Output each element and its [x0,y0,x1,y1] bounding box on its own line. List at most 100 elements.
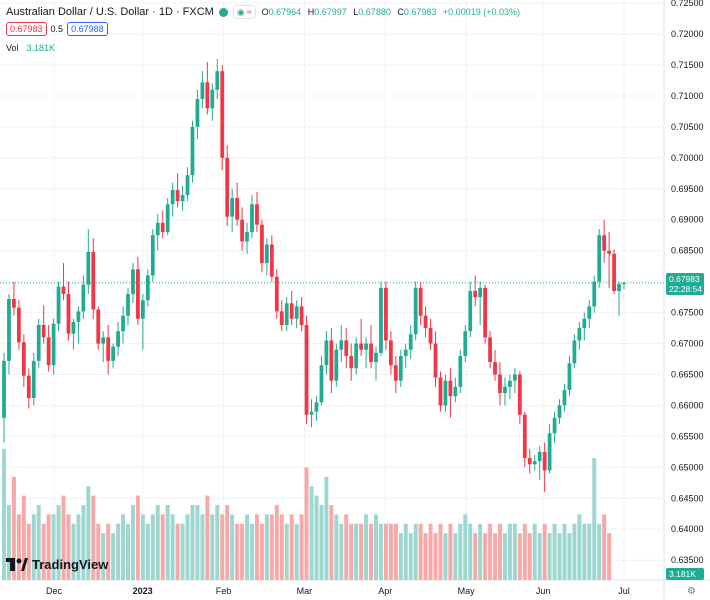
volume-bar [41,523,46,580]
volume-bar [314,495,319,580]
sell-button[interactable]: 0.67983 [6,22,47,36]
volume-bar [16,514,21,580]
volume-bar [254,514,259,580]
candle-body [175,190,180,202]
price-tick-label: 0.65000 [671,462,704,472]
visibility-toggle[interactable]: ◉ ≈ [232,5,256,19]
volume-bar [428,523,433,580]
candle-body [16,307,21,343]
candle-body [612,253,616,291]
price-tick-label: 0.70000 [671,153,704,163]
volume-bar [165,505,170,580]
candle-body [498,374,502,394]
volume-bar [532,523,537,580]
volume-bar [205,495,210,580]
candle-body [140,300,145,319]
time-tick-label: Dec [46,586,63,596]
volume-bar [71,523,76,580]
candle-body [393,365,398,381]
volume-bar [259,523,264,580]
volume-bar [507,523,512,580]
candle-body [398,355,403,381]
candle-body [170,190,175,205]
volume-bar [61,495,66,580]
price-tick-label: 0.67500 [671,308,704,318]
volume-bar [517,533,522,580]
price-tick-label: 0.68500 [671,246,704,256]
volume-bar [329,505,334,580]
candle-body [81,284,86,312]
volume-bar [433,533,438,580]
volume-bar [443,533,448,580]
candle-body [473,290,478,298]
volume-bar [468,523,473,580]
candle-body [230,198,235,217]
volume-bar [230,514,235,580]
volume-legend: Vol 3.181K [6,43,55,53]
symbol-title[interactable]: Australian Dollar / U.S. Dollar · 1D · F… [6,6,214,18]
symbol-header: Australian Dollar / U.S. Dollar · 1D · F… [6,4,524,20]
candle-body [260,224,264,264]
candle-body [379,287,383,353]
volume-bar [289,514,294,580]
candle-body [240,219,244,242]
time-tick-label: Mar [297,586,313,596]
volume-bar [542,523,547,580]
volume-bar [135,495,140,580]
buy-button[interactable]: 0.67988 [67,22,108,36]
candle-body [597,235,602,282]
candle-body [106,337,111,361]
volume-bar [334,514,339,580]
time-tick-label: Jun [536,586,551,596]
candle-body [200,82,205,100]
candle-body [116,331,120,347]
settings-icon[interactable]: ⚙ [687,586,696,597]
volume-bar [185,514,190,580]
candle-body [190,126,195,176]
candle-body [403,349,408,356]
price-tick-label: 0.64500 [671,493,704,503]
volume-bar [388,523,393,580]
tradingview-logo[interactable]: TradingView [6,557,108,572]
volume-bar [245,514,250,580]
candle-body [279,311,284,325]
volume-bar [130,505,135,580]
last-price-value: 0.67983 [669,274,700,284]
candle-body [76,311,81,322]
volume-bar [319,505,324,580]
volume-bar [304,467,309,580]
candle-body [339,340,344,350]
candle-body [269,244,274,277]
candle-body [2,360,6,418]
volume-bar [81,505,86,580]
volume-bar [155,505,160,580]
candle-body [26,375,31,399]
last-price-tag: 0.67983 22:28:54 [666,273,704,295]
candle-body [542,451,547,471]
price-tick-label: 0.64000 [671,524,704,534]
volume-bar [66,514,71,580]
volume-bar [284,523,289,580]
candle-body [56,286,61,324]
candle-body [359,343,364,350]
volume-bar [299,514,304,580]
time-tick-label: 2023 [133,586,153,596]
candle-body [250,204,254,233]
change-value: +0.00019 (+0.03%) [442,7,520,17]
candle-body [165,204,170,233]
candle-body [349,355,354,369]
volume-bar [339,523,344,580]
ohlc-values: O0.67964 H0.67997 L0.67880 C0.67983 +0.0… [261,7,520,17]
candle-body [438,377,443,406]
candle-body [46,337,51,366]
time-axis[interactable]: Dec 2023 Feb Mar Apr May Jun Jul [46,586,630,596]
volume-bar [349,523,354,580]
candle-body [374,352,378,363]
candle-body [517,374,522,415]
volume-bar [597,523,602,580]
volume-bar [463,514,468,580]
volume-bar [488,523,493,580]
candle-body [51,323,56,366]
